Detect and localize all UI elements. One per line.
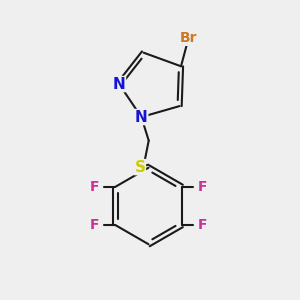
- Text: Br: Br: [180, 31, 197, 45]
- Text: S: S: [134, 160, 146, 175]
- Text: N: N: [113, 76, 125, 92]
- Text: N: N: [135, 110, 148, 124]
- Text: F: F: [198, 180, 207, 194]
- Text: F: F: [90, 180, 99, 194]
- Text: F: F: [90, 218, 99, 232]
- Text: F: F: [198, 218, 207, 232]
